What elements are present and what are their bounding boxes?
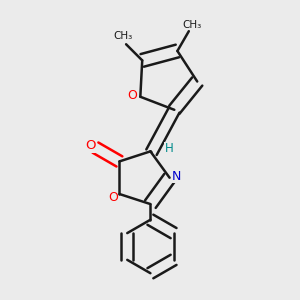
Text: O: O [85, 140, 96, 152]
Text: N: N [171, 169, 181, 183]
Text: O: O [108, 191, 118, 204]
Text: O: O [127, 88, 137, 102]
Text: CH₃: CH₃ [182, 20, 202, 30]
Text: CH₃: CH₃ [113, 31, 133, 41]
Text: H: H [164, 142, 173, 155]
